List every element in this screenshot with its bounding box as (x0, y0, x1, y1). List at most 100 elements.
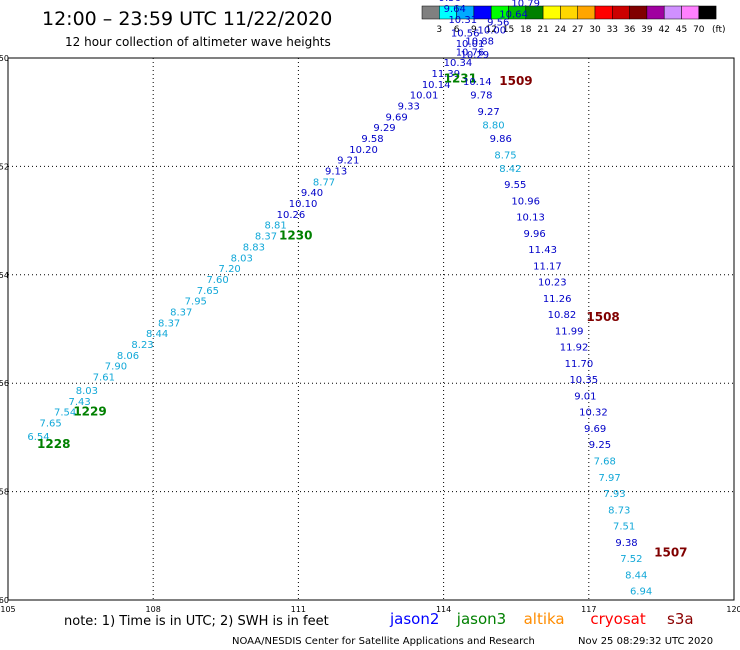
wave-height-value: 11.99 (555, 326, 584, 337)
legend-label: 24 (555, 25, 567, 35)
wave-height-value: 9.56 (487, 17, 509, 28)
wave-height-value: 7.43 (69, 397, 91, 408)
legend-swatch (681, 5, 700, 20)
wave-height-value: 10.13 (516, 213, 545, 224)
wave-height-value: 10.29 (461, 50, 490, 61)
wave-height-value: 10.01 (410, 91, 439, 102)
wave-height-value: 7.65 (39, 419, 61, 430)
time-label: 1230 (279, 229, 312, 243)
wave-height-value: 9.78 (470, 91, 492, 102)
wave-height-value: 10.34 (444, 58, 473, 69)
wave-height-value: 9.69 (386, 112, 408, 123)
wave-height-value: 7.60 (206, 275, 228, 286)
legend-swatch (577, 5, 596, 20)
wave-height-value: 8.37 (158, 318, 180, 329)
wave-height-value: 11.92 (560, 343, 589, 354)
legend-swatch (421, 5, 440, 20)
wave-height-value: 10.14 (463, 77, 492, 88)
wave-height-value: 9.25 (589, 440, 611, 451)
lat-tick-label: -52 (0, 162, 9, 171)
time-label: 1229 (73, 405, 106, 419)
wave-height-value: 10.14 (422, 80, 451, 91)
wave-height-value: 7.52 (620, 554, 642, 565)
legend-swatch (698, 5, 717, 20)
wave-height-value: 8.03 (231, 253, 253, 264)
legend-label: 9 (471, 25, 477, 35)
page-subtitle: 12 hour collection of altimeter wave hei… (65, 35, 331, 49)
wave-height-value: 7.95 (185, 297, 207, 308)
legend-swatch (560, 5, 578, 20)
time-label: 1507 (654, 546, 687, 560)
lat-tick-label: -54 (0, 271, 9, 280)
wave-height-value: 10.10 (289, 199, 318, 210)
wave-height-value: 7.93 (603, 489, 625, 500)
wave-height-value: 9.29 (373, 123, 395, 134)
wave-height-value: 7.54 (54, 408, 76, 419)
wave-height-value: 10.31 (448, 15, 477, 26)
time-label: 1231 (444, 71, 477, 85)
lat-tick-label: -56 (0, 379, 9, 388)
mission-jason2: jason2 (389, 610, 439, 628)
wave-height-value: 9.86 (490, 134, 512, 145)
timestamp-text: Nov 25 08:29:32 UTC 2020 (578, 636, 713, 647)
lat-tick-label: -58 (0, 488, 9, 497)
mission-cryosat: cryosat (590, 610, 645, 628)
wave-height-value: 7.68 (594, 457, 616, 468)
lat-tick-label: -50 (0, 54, 9, 63)
wave-height-value: 8.73 (608, 505, 630, 516)
wave-height-value: 10.35 (569, 375, 598, 386)
wave-height-value: 7.20 (219, 264, 241, 275)
wave-height-value: 10.26 (277, 210, 306, 221)
wave-height-value: 10.20 (349, 145, 378, 156)
wave-height-value: 9.56 (439, 0, 461, 4)
wave-height-value: 10.88 (465, 36, 494, 47)
lon-tick-label: 105 (0, 605, 15, 614)
wave-height-value: 7.51 (613, 522, 635, 533)
mission-s3a: s3a (667, 610, 694, 628)
wave-height-value: 9.58 (361, 134, 383, 145)
legend-swatch (629, 5, 648, 20)
page-title: 12:00 – 23:59 UTC 11/22/2020 (42, 8, 332, 30)
legend-label: 6 (454, 25, 460, 35)
wave-height-value: 7.90 (105, 362, 127, 373)
wave-height-value: 8.77 (313, 177, 335, 188)
wave-height-value: 10.76 (456, 47, 485, 58)
time-label: 1509 (499, 74, 532, 88)
wave-height-value: 8.44 (146, 329, 168, 340)
wave-height-value: 10.96 (511, 196, 540, 207)
wave-height-value: 9.27 (477, 107, 499, 118)
time-label: 1228 (37, 437, 70, 451)
wave-height-value: 11.43 (528, 245, 557, 256)
time-label: 1508 (586, 310, 619, 324)
lon-tick-label: 111 (291, 605, 306, 614)
footer-note: note: 1) Time is in UTC; 2) SWH is in fe… (64, 614, 329, 629)
wave-height-value: 10.64 (499, 9, 528, 20)
wave-height-value: 6.94 (630, 587, 652, 598)
legend-label: 18 (520, 25, 532, 35)
wave-height-value: 8.37 (255, 232, 277, 243)
lon-tick-label: 108 (146, 605, 161, 614)
wave-height-value: 9.64 (444, 4, 466, 15)
color-legend: 3 6 9 12 15 18 21 24 27 30 33 36 39 42 45 70 (421, 5, 717, 35)
mission-legend: jason2 jason3 altika cryosat s3a (389, 610, 694, 628)
lon-tick-label: 117 (581, 605, 596, 614)
wave-height-value: 7.65 (197, 286, 219, 297)
wave-height-value: 7.97 (598, 473, 620, 484)
legend-label: 42 (658, 25, 669, 35)
wave-height-value: 8.37 (170, 307, 192, 318)
wave-height-value: 10.79 (511, 0, 540, 10)
lon-tick-label: 114 (436, 605, 451, 614)
legend-swatch (612, 5, 630, 20)
wave-height-value: 9.21 (337, 156, 359, 167)
wave-height-value: 9.69 (584, 424, 606, 435)
legend-label: 39 (641, 25, 653, 35)
map-grid (8, 58, 734, 600)
wave-height-value: 8.03 (76, 386, 98, 397)
mission-jason3: jason3 (456, 610, 506, 628)
satellite-tracks: 6.547.657.547.438.037.617.908.068.238.44… (27, 0, 687, 598)
wave-height-value: 9.13 (325, 167, 347, 178)
legend-swatch (646, 5, 665, 20)
wave-height-value: 6.54 (27, 432, 49, 443)
legend-swatch (542, 5, 561, 20)
